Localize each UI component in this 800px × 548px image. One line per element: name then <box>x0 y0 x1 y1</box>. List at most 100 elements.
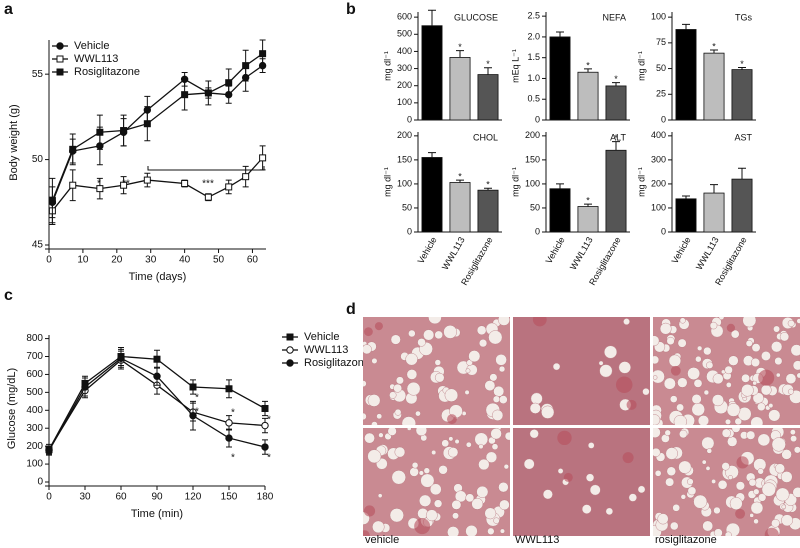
fat-droplet <box>758 493 767 502</box>
y-tick-label: 150 <box>525 154 540 164</box>
fat-droplet <box>434 372 445 383</box>
fat-droplet <box>371 421 378 425</box>
fat-droplet <box>687 367 701 380</box>
marker <box>261 443 269 451</box>
annotation: * <box>195 393 199 404</box>
fat-droplet <box>493 517 500 524</box>
x-tick-label: 180 <box>257 492 274 503</box>
fat-droplet <box>725 382 732 388</box>
y-tick-label: 45 <box>32 240 44 251</box>
y-axis-label: mg dl⁻¹ <box>636 167 646 197</box>
legend-marker <box>56 68 64 76</box>
fat-droplet <box>753 488 760 495</box>
annotation: *** <box>202 179 214 190</box>
fat-droplet <box>425 509 438 522</box>
y-tick-label: 200 <box>26 441 43 452</box>
legend-label: Rosiglitazone <box>74 66 140 78</box>
bar <box>577 206 599 233</box>
fat-droplet <box>680 494 686 500</box>
image-caption: rosiglitazone <box>655 534 717 546</box>
vessel <box>563 472 573 482</box>
fat-droplet <box>752 380 757 386</box>
fat-droplet <box>423 467 430 474</box>
fat-droplet <box>419 494 432 507</box>
fat-droplet <box>498 482 509 493</box>
fat-droplet <box>724 531 732 536</box>
fat-droplet <box>663 377 676 390</box>
vessel <box>758 369 775 386</box>
fat-droplet <box>363 412 367 421</box>
fat-droplet <box>734 417 742 425</box>
fat-droplet <box>488 330 503 345</box>
image-caption: vehicle <box>365 534 399 546</box>
y-tick-label: 2.5 <box>527 11 540 21</box>
fat-droplet <box>552 362 561 371</box>
annotation: * <box>231 408 235 419</box>
marker <box>259 154 267 162</box>
fat-droplet <box>773 325 780 333</box>
tissue <box>513 428 650 536</box>
fat-droplet <box>409 467 419 477</box>
series-line <box>51 53 263 201</box>
fat-droplet <box>771 518 780 528</box>
x-tick-label: 40 <box>179 255 191 266</box>
fat-droplet <box>695 355 702 363</box>
fat-droplet <box>711 394 724 407</box>
fat-droplet <box>790 429 796 436</box>
fat-droplet <box>443 325 457 339</box>
fat-droplet <box>741 373 751 383</box>
fat-droplet <box>367 394 381 407</box>
fat-droplet <box>735 481 745 491</box>
image-caption: WWL113 <box>515 534 559 546</box>
fat-droplet <box>465 493 475 503</box>
fat-droplet <box>406 381 421 396</box>
y-tick-label: 100 <box>651 12 666 22</box>
legend-marker <box>56 55 64 63</box>
fat-droplet <box>653 369 665 384</box>
marker <box>204 193 212 201</box>
tissue-image <box>513 317 650 425</box>
fat-droplet <box>363 380 367 387</box>
fat-droplet <box>492 395 501 403</box>
error-bar <box>612 141 620 151</box>
panel-label: c <box>4 287 13 304</box>
fat-droplet <box>666 336 675 345</box>
fat-droplet <box>484 380 496 391</box>
y-axis-label: mg dl⁻¹ <box>510 167 520 197</box>
y-axis-label: mg dl⁻¹ <box>382 51 392 81</box>
fat-droplet <box>493 385 505 397</box>
fat-droplet <box>741 383 754 397</box>
bar <box>675 198 697 233</box>
fat-droplet <box>790 344 800 357</box>
y-tick-label: 50 <box>656 63 666 73</box>
chart-title: CHOL <box>473 132 498 142</box>
fat-droplet <box>389 508 404 523</box>
x-tick-label: 0 <box>46 255 52 266</box>
chart-title: ALT <box>610 132 626 142</box>
marker <box>225 385 233 393</box>
fat-droplet <box>701 459 707 465</box>
fat-droplet <box>771 341 783 353</box>
y-axis-label: Glucose (mg/dL) <box>6 368 18 449</box>
fat-droplet <box>444 388 459 402</box>
significance: * <box>486 59 490 69</box>
fat-droplet <box>428 317 442 325</box>
fat-droplet <box>677 377 688 388</box>
chart-title: NEFA <box>602 12 626 22</box>
fat-droplet <box>757 468 764 475</box>
fat-droplet <box>761 351 771 361</box>
y-tick-label: 300 <box>651 154 666 164</box>
bar <box>449 182 471 233</box>
y-tick-label: 300 <box>26 423 43 434</box>
fat-droplet <box>441 439 450 448</box>
fat-droplet <box>666 466 676 476</box>
x-axis-label: Time (days) <box>129 271 187 283</box>
fat-droplet <box>693 379 703 388</box>
fat-droplet <box>746 430 756 440</box>
y-tick-label: 50 <box>32 154 44 165</box>
vessel <box>726 323 736 333</box>
marker <box>143 120 151 128</box>
y-tick-label: 0 <box>407 114 412 124</box>
bar <box>421 25 443 121</box>
marker <box>153 372 161 380</box>
